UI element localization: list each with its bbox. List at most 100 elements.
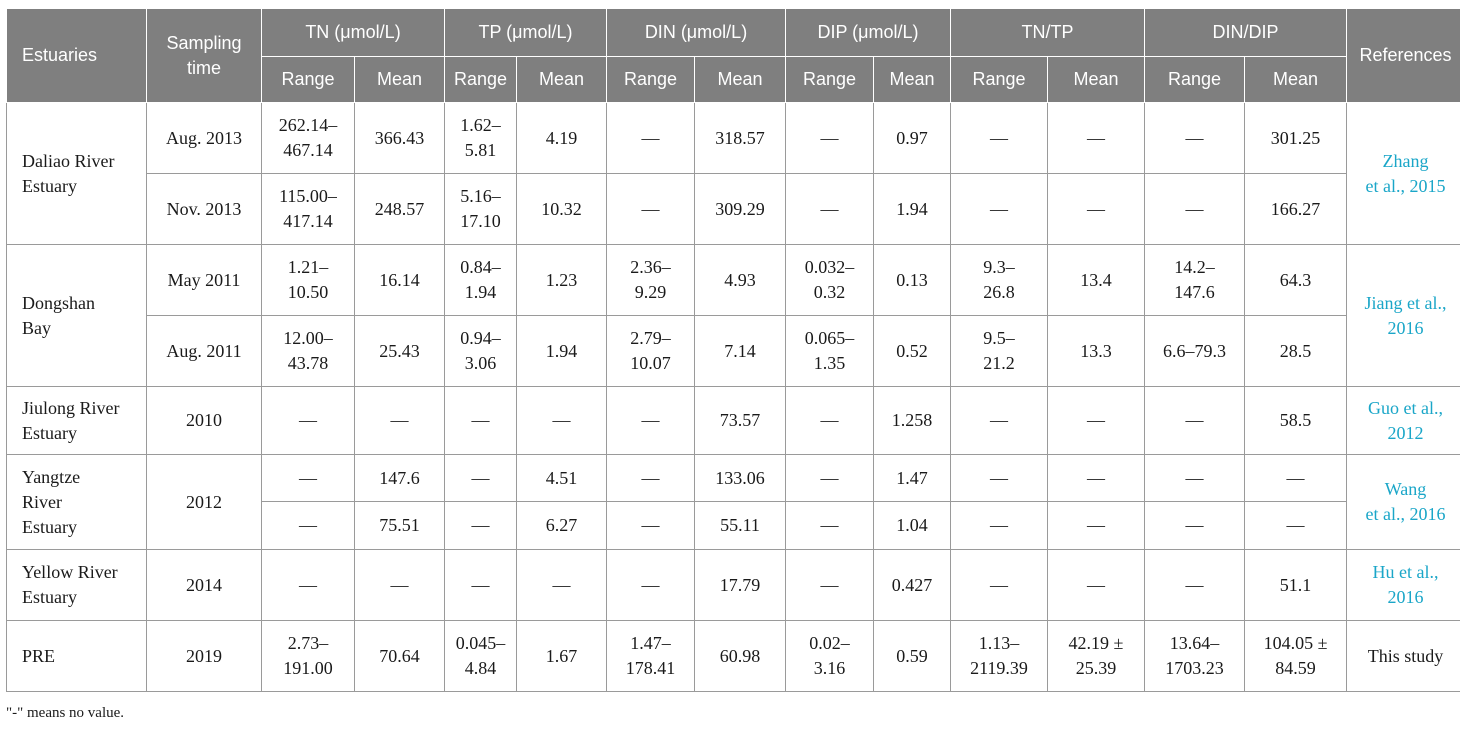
tp-mean: 10.32 [516, 173, 607, 245]
tp-mean: 1.67 [516, 620, 607, 692]
tn-tp-range: 1.13– 2119.39 [950, 620, 1048, 692]
estuary-name: Dongshan Bay [6, 244, 147, 387]
dip-range: 0.065– 1.35 [785, 315, 874, 387]
din-dip-range: — [1144, 501, 1245, 550]
din-range: — [606, 386, 695, 455]
tp-mean: 1.94 [516, 315, 607, 387]
dip-mean: 1.47 [873, 454, 951, 502]
dip-range: — [785, 501, 874, 550]
tp-mean: 1.23 [516, 244, 607, 316]
tn-range: 262.14– 467.14 [261, 102, 355, 174]
tn-tp-range: 9.3– 26.8 [950, 244, 1048, 316]
tn-tp-range: — [950, 501, 1048, 550]
subheader-range: Range [950, 56, 1048, 103]
tn-tp-mean: — [1047, 102, 1145, 174]
estuary-name: Jiulong River Estuary [6, 386, 147, 455]
din-dip-range: — [1144, 386, 1245, 455]
sampling-time: May 2011 [146, 244, 262, 316]
tn-mean: 147.6 [354, 454, 445, 502]
tn-tp-mean: 42.19 ± 25.39 [1047, 620, 1145, 692]
din-dip-range: — [1144, 454, 1245, 502]
subheader-mean: Mean [694, 56, 786, 103]
tn-tp-mean: 13.3 [1047, 315, 1145, 387]
tn-tp-mean: — [1047, 501, 1145, 550]
din-dip-mean: — [1243, 501, 1348, 550]
din-range: — [606, 102, 695, 174]
din-mean: 7.14 [694, 315, 786, 387]
estuary-name: Yangtze River Estuary [6, 454, 147, 550]
estuary-name: Yellow River Estuary [6, 549, 147, 621]
din-range: 1.47– 178.41 [606, 620, 695, 692]
tn-range: — [261, 454, 355, 502]
header-din-dip: DIN/DIP [1143, 8, 1348, 57]
tp-range: — [444, 454, 517, 502]
table-row: Aug. 2011 12.00– 43.78 25.43 0.94– 3.06 … [7, 315, 1460, 387]
din-range: 2.36– 9.29 [606, 244, 695, 316]
tp-mean: 4.51 [516, 454, 607, 502]
tn-tp-mean: — [1047, 454, 1145, 502]
din-mean: 17.79 [694, 549, 786, 621]
din-range: — [606, 549, 695, 621]
subheader-mean: Mean [1047, 56, 1145, 103]
reference-link[interactable]: Wang et al., 2016 [1346, 454, 1460, 550]
sampling-time: 2012 [146, 454, 262, 550]
subheader-mean: Mean [873, 56, 951, 103]
tn-mean: 70.64 [354, 620, 445, 692]
header-din: DIN (μmol/L) [606, 8, 786, 57]
tp-mean: — [516, 549, 607, 621]
sampling-time: 2014 [146, 549, 262, 621]
din-dip-mean: — [1243, 454, 1348, 502]
din-range: — [606, 454, 695, 502]
comparison-table: Estuaries Sampling time TN (μmol/L) TP (… [6, 8, 1460, 692]
dip-range: 0.02– 3.16 [785, 620, 874, 692]
din-mean: 60.98 [694, 620, 786, 692]
din-dip-range: — [1144, 102, 1245, 174]
table-row: Yellow River Estuary 2014 — — — — — 17.7… [6, 549, 1460, 621]
tn-tp-range: — [950, 386, 1048, 455]
tn-mean: 16.14 [354, 244, 445, 316]
reference-text: This study [1346, 620, 1460, 692]
estuary-name: PRE [6, 620, 147, 692]
din-range: — [606, 501, 695, 550]
reference-link[interactable]: Zhang et al., 2015 [1346, 102, 1460, 245]
dip-mean: 0.427 [873, 549, 951, 621]
header-estuaries: Estuaries [6, 8, 147, 103]
subheader-range: Range [1144, 56, 1245, 103]
dip-range: — [785, 454, 874, 502]
din-range: 2.79– 10.07 [606, 315, 695, 387]
dip-range: — [785, 102, 874, 174]
reference-link[interactable]: Jiang et al., 2016 [1346, 244, 1460, 387]
header-sampling-time: Sampling time [146, 8, 262, 103]
reference-link[interactable]: Guo et al., 2012 [1346, 386, 1460, 455]
reference-link[interactable]: Hu et al., 2016 [1346, 549, 1460, 621]
tn-mean: 25.43 [354, 315, 445, 387]
tn-tp-mean: — [1047, 549, 1145, 621]
tn-tp-range: — [950, 549, 1048, 621]
tn-tp-range: 9.5– 21.2 [950, 315, 1048, 387]
tp-mean: — [516, 386, 607, 455]
tn-range: 2.73– 191.00 [261, 620, 355, 692]
tn-mean: — [354, 549, 445, 621]
subheader-range: Range [444, 56, 517, 103]
tp-range: 0.94– 3.06 [444, 315, 517, 387]
tn-tp-mean: — [1047, 386, 1145, 455]
din-dip-mean: 28.5 [1243, 315, 1348, 387]
tn-mean: — [354, 386, 445, 455]
din-mean: 73.57 [694, 386, 786, 455]
tp-range: 5.16– 17.10 [444, 173, 517, 245]
din-mean: 55.11 [694, 501, 786, 550]
din-dip-mean: 104.05 ± 84.59 [1243, 620, 1348, 692]
dip-mean: 0.52 [873, 315, 951, 387]
tn-tp-mean: — [1047, 173, 1145, 245]
din-range: — [606, 173, 695, 245]
dip-mean: 0.59 [873, 620, 951, 692]
din-dip-range: 13.64– 1703.23 [1144, 620, 1245, 692]
din-mean: 133.06 [694, 454, 786, 502]
table-row: Daliao River Estuary Aug. 2013 262.14– 4… [6, 102, 1460, 245]
tn-tp-mean: 13.4 [1047, 244, 1145, 316]
tp-range: — [444, 386, 517, 455]
dip-range: — [785, 386, 874, 455]
tp-range: 0.84– 1.94 [444, 244, 517, 316]
header-references: References [1346, 8, 1460, 103]
table-row: Dongshan Bay May 2011 1.21– 10.50 16.14 … [6, 244, 1460, 387]
